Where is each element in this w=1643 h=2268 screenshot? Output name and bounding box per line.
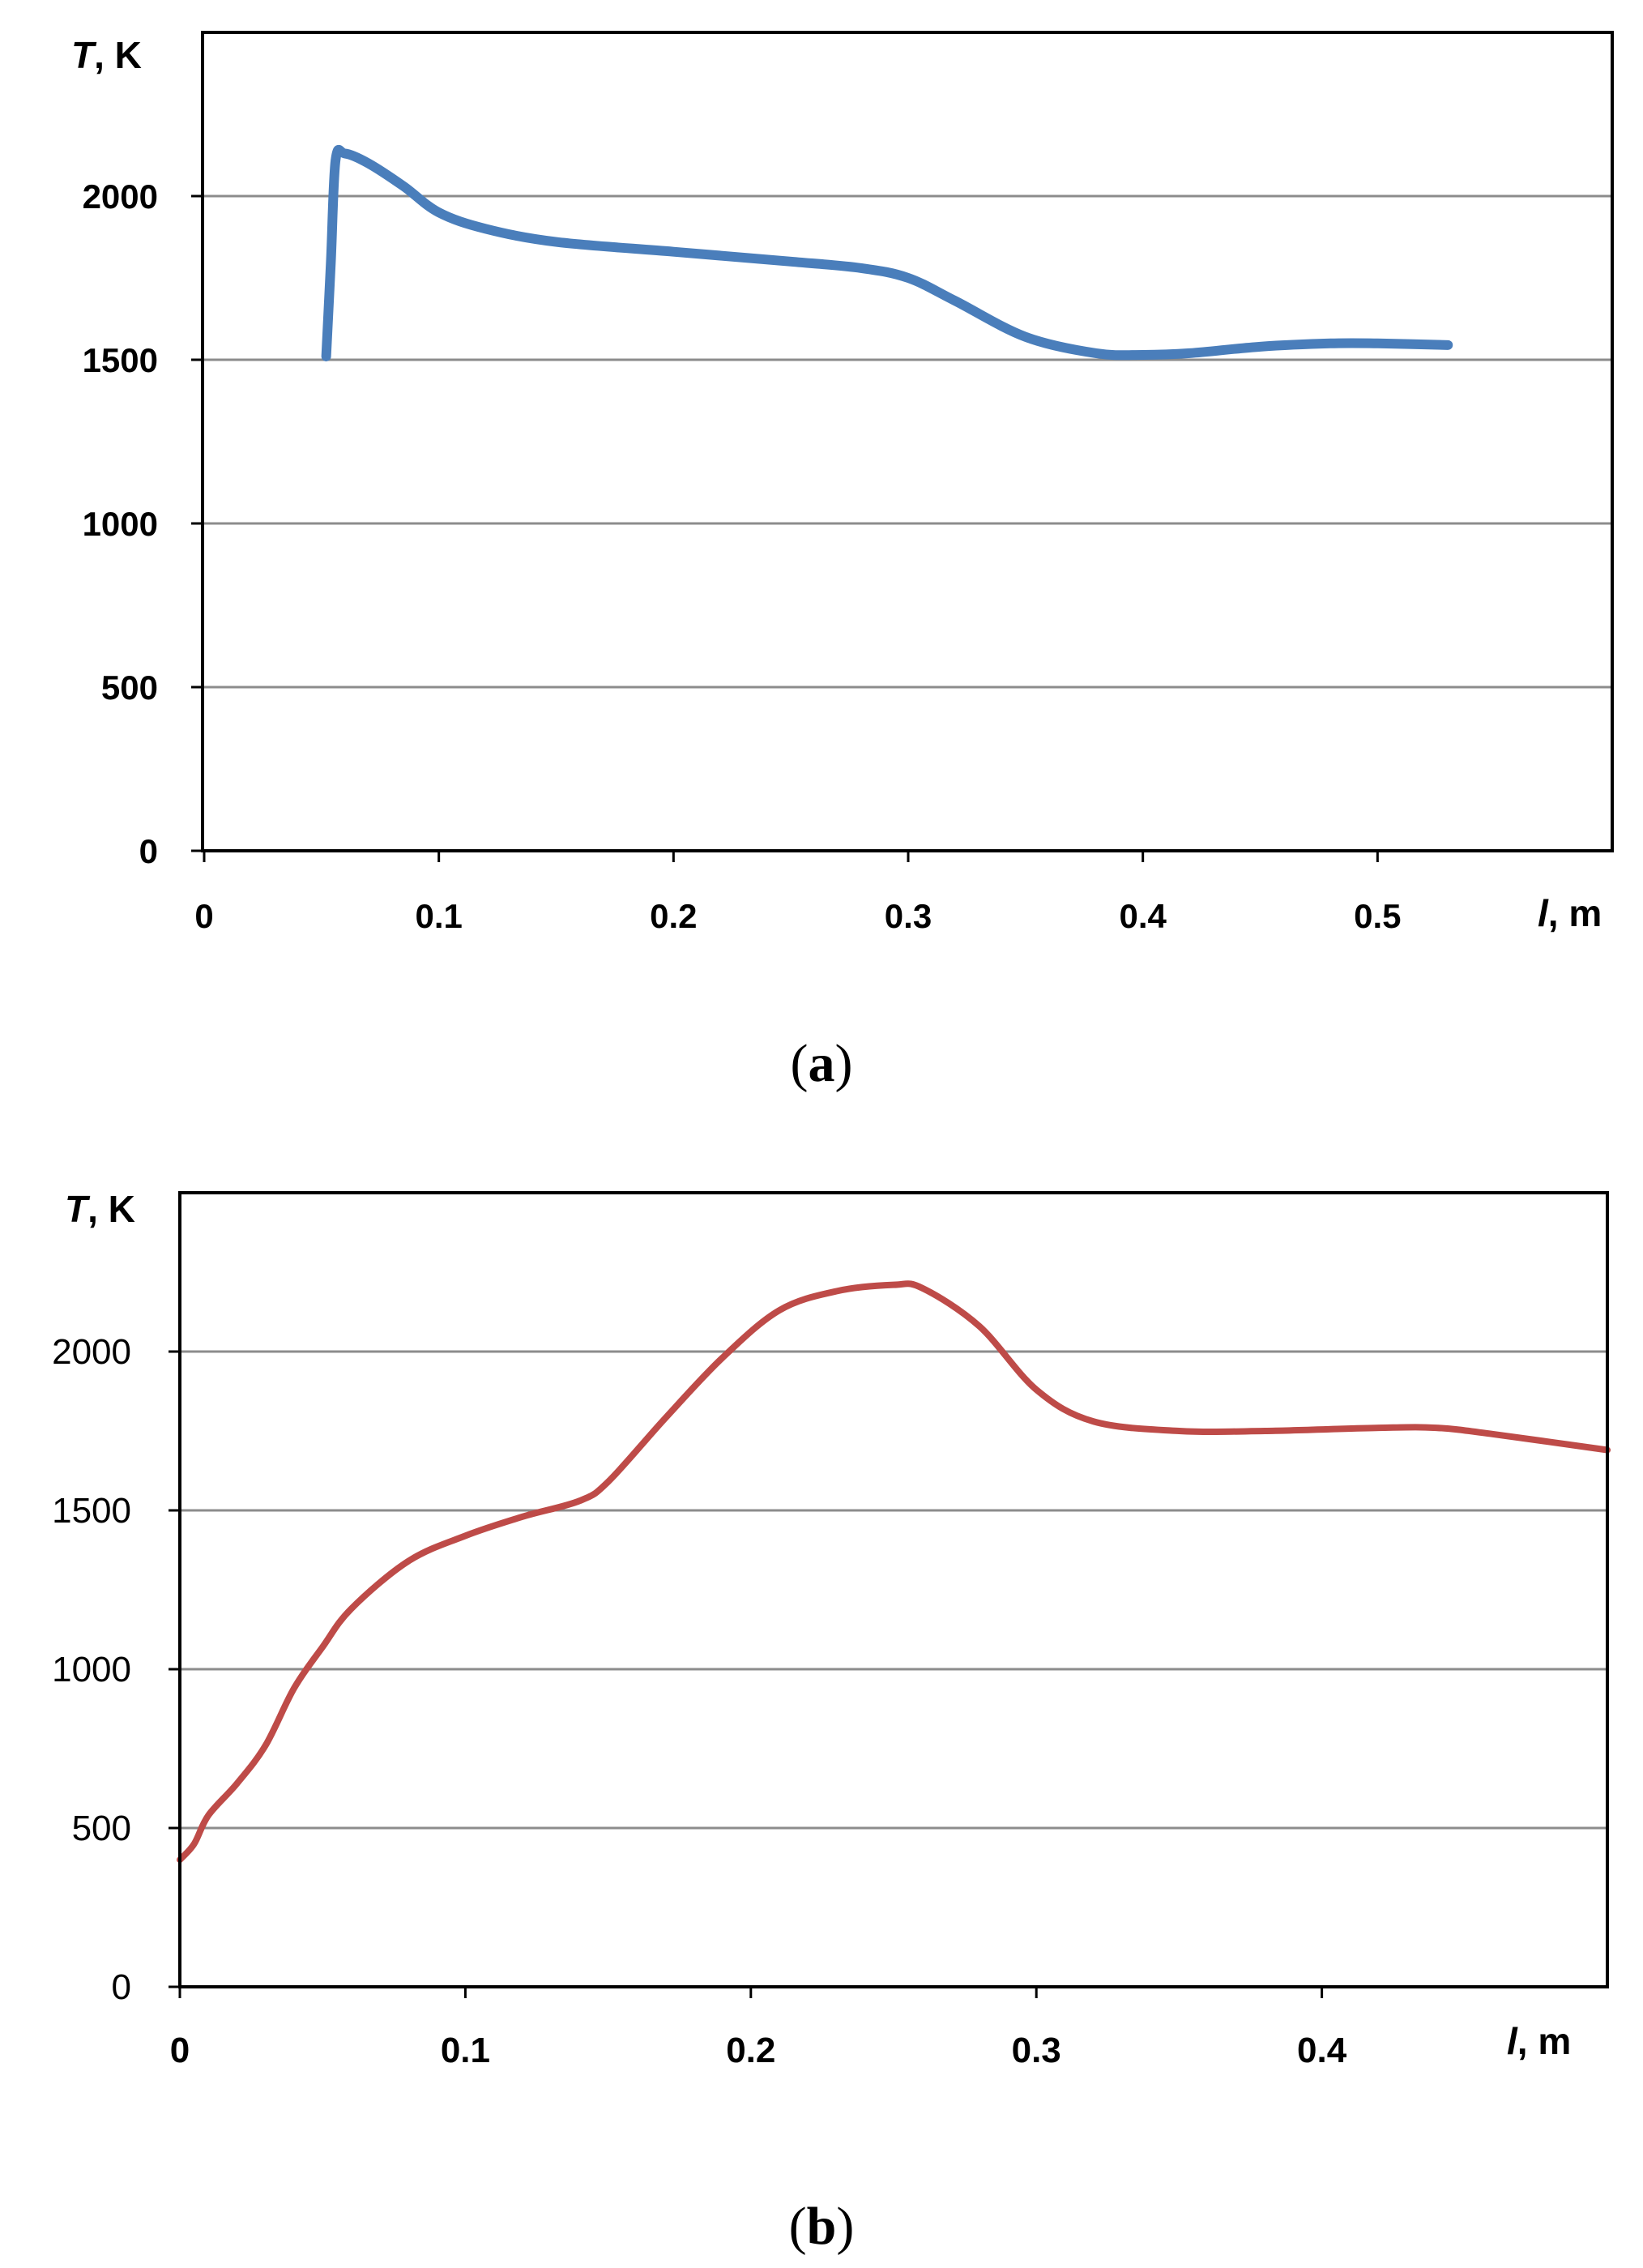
y-tick-label: 1500 <box>52 1491 131 1531</box>
y-tick-label: 500 <box>72 1809 131 1848</box>
caption-b-letter: b <box>806 2197 837 2256</box>
x-tick-label: 0.1 <box>415 897 462 935</box>
y-tick-label: 1500 <box>83 341 158 379</box>
y-tick-label: 1000 <box>83 505 158 543</box>
y-tick-label: 500 <box>101 668 158 707</box>
y-tick-label: 0 <box>112 1967 131 2007</box>
y-tick-label: 2000 <box>52 1332 131 1372</box>
x-axis-label-a: l, m <box>1538 892 1602 934</box>
x-tick-label: 0.3 <box>1012 2031 1061 2070</box>
x-axis-label-b: l, m <box>1507 2020 1571 2062</box>
x-tick-label: 0 <box>170 2031 190 2070</box>
series-a <box>321 144 1453 361</box>
chart-panel-b: 0 500 1000 1500 2000 0 0.1 0.2 0.3 0.4 T, K l, m <box>52 1188 1611 2070</box>
x-tick-label: 0.2 <box>650 897 697 935</box>
plot-area-a <box>203 32 1612 851</box>
x-tick-label: 0.4 <box>1297 2031 1347 2070</box>
y-tick-label: 1000 <box>52 1650 131 1689</box>
x-tick-labels-b: 0 0.1 0.2 0.3 0.4 <box>170 1987 1347 2070</box>
chart-panel-a: 0 500 1000 1500 2000 0 0.1 0.2 0.3 0.4 0.5 T, K l… <box>71 31 1614 935</box>
y-tick-label: 2000 <box>83 177 158 216</box>
y-tick-labels-a: 0 500 1000 1500 2000 <box>83 177 203 870</box>
series-line <box>321 144 1453 361</box>
x-tick-label: 0.1 <box>441 2031 490 2070</box>
caption-b: (b) <box>788 2197 855 2256</box>
y-tick-labels-b: 0 500 1000 1500 2000 <box>52 1332 180 2007</box>
y-axis-label-a: T, K <box>71 34 142 76</box>
x-tick-label: 0.4 <box>1119 897 1167 935</box>
x-tick-labels-a: 0 0.1 0.2 0.3 0.4 0.5 <box>194 851 1402 935</box>
x-tick-label: 0.3 <box>885 897 932 935</box>
y-tick-label: 0 <box>139 832 158 870</box>
caption-a-letter: a <box>808 1034 835 1093</box>
x-tick-label: 0.2 <box>726 2031 775 2070</box>
x-tick-label: 0.5 <box>1354 897 1401 935</box>
x-tick-label: 0 <box>194 897 213 935</box>
gridlines-a <box>203 194 1612 689</box>
plot-frame-a <box>201 31 1614 852</box>
series-b <box>177 1280 1611 1864</box>
series-line <box>177 1280 1611 1864</box>
plot-frame-b <box>178 1191 1609 1988</box>
y-axis-label-b: T, K <box>65 1188 135 1230</box>
caption-a: (a) <box>790 1034 853 1093</box>
plot-area-b <box>180 1193 1607 1987</box>
gridlines-b <box>180 1350 1607 1830</box>
